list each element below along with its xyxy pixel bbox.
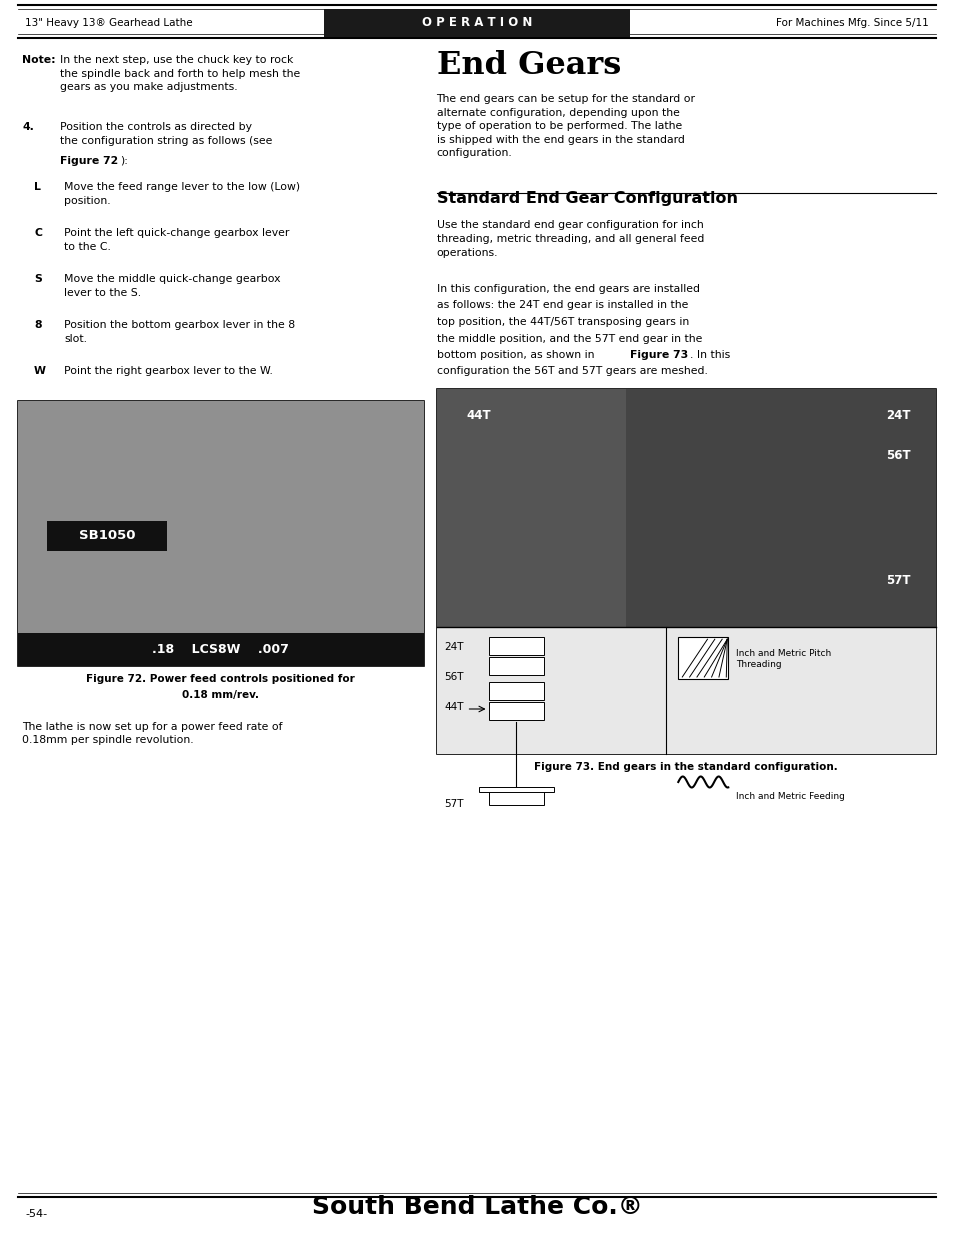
Bar xyxy=(18,632,423,666)
Text: as follows: the 24T end gear is installed in the: as follows: the 24T end gear is installe… xyxy=(436,300,687,310)
Text: Position the bottom gearbox lever in the 8
slot.: Position the bottom gearbox lever in the… xyxy=(64,320,294,343)
Text: 56T: 56T xyxy=(885,450,910,462)
Text: Note:: Note: xyxy=(22,56,55,65)
Text: Use the standard end gear configuration for inch
threading, metric threading, an: Use the standard end gear configuration … xyxy=(436,221,703,258)
Bar xyxy=(488,657,543,676)
Text: 13" Heavy 13® Gearhead Lathe: 13" Heavy 13® Gearhead Lathe xyxy=(25,19,193,28)
Text: top position, the 44T/56T transposing gears in: top position, the 44T/56T transposing ge… xyxy=(436,317,688,327)
Text: L: L xyxy=(34,182,41,191)
Bar xyxy=(436,389,935,755)
Text: End Gears: End Gears xyxy=(436,49,620,82)
Text: 57T: 57T xyxy=(885,574,909,587)
Text: ):: ): xyxy=(120,156,128,165)
Text: 4.: 4. xyxy=(22,122,34,132)
Text: Standard End Gear Configuration: Standard End Gear Configuration xyxy=(436,190,737,205)
Bar xyxy=(665,627,935,755)
Text: 57T: 57T xyxy=(444,799,463,809)
Text: S: S xyxy=(34,274,42,284)
Text: Figure 72. Power feed controls positioned for: Figure 72. Power feed controls positione… xyxy=(87,673,355,683)
Bar xyxy=(47,520,167,551)
Text: South Bend Lathe Co.®: South Bend Lathe Co.® xyxy=(312,1195,641,1219)
Bar xyxy=(488,701,543,720)
Text: Inch and Metric Pitch
Threading: Inch and Metric Pitch Threading xyxy=(736,650,831,669)
Text: Figure 72: Figure 72 xyxy=(60,156,118,165)
Text: 24T: 24T xyxy=(444,642,463,652)
Text: 8: 8 xyxy=(34,320,42,330)
Text: -54-: -54- xyxy=(25,1209,47,1219)
Text: bottom position, as shown in: bottom position, as shown in xyxy=(436,350,597,359)
Text: In this configuration, the end gears are installed: In this configuration, the end gears are… xyxy=(436,284,699,294)
Text: Move the middle quick-change gearbox
lever to the S.: Move the middle quick-change gearbox lev… xyxy=(64,274,280,298)
Text: For Machines Mfg. Since 5/11: For Machines Mfg. Since 5/11 xyxy=(776,19,928,28)
Text: 44T: 44T xyxy=(466,409,491,422)
Text: 0.18 mm/rev.: 0.18 mm/rev. xyxy=(182,690,259,700)
Text: O P E R A T I O N: O P E R A T I O N xyxy=(421,16,532,30)
Bar xyxy=(436,627,665,755)
Bar xyxy=(324,9,629,37)
Text: Figure 73. End gears in the standard configuration.: Figure 73. End gears in the standard con… xyxy=(534,762,838,772)
Bar xyxy=(488,787,543,805)
Bar xyxy=(18,400,423,634)
Text: Position the controls as directed by
the configuration string as follows (see: Position the controls as directed by the… xyxy=(60,122,273,146)
Text: . In this: . In this xyxy=(689,350,729,359)
Text: 44T: 44T xyxy=(444,701,463,713)
Text: Point the right gearbox lever to the W.: Point the right gearbox lever to the W. xyxy=(64,366,273,375)
Text: In the next step, use the chuck key to rock
the spindle back and forth to help m: In the next step, use the chuck key to r… xyxy=(60,56,300,93)
Text: The lathe is now set up for a power feed rate of
0.18mm per spindle revolution.: The lathe is now set up for a power feed… xyxy=(22,721,282,745)
Text: 56T: 56T xyxy=(444,672,463,682)
Text: W: W xyxy=(34,366,46,375)
Bar xyxy=(478,787,553,792)
Text: Point the left quick-change gearbox lever
to the C.: Point the left quick-change gearbox leve… xyxy=(64,228,289,252)
Text: Figure 73: Figure 73 xyxy=(629,350,687,359)
Bar xyxy=(488,637,543,655)
Text: configuration the 56T and 57T gears are meshed.: configuration the 56T and 57T gears are … xyxy=(436,367,707,377)
Bar xyxy=(18,400,423,666)
Bar xyxy=(626,389,935,627)
Text: .18    LCS8W    .007: .18 LCS8W .007 xyxy=(152,642,289,656)
Text: Inch and Metric Feeding: Inch and Metric Feeding xyxy=(736,792,844,802)
Bar xyxy=(678,637,727,679)
Text: the middle position, and the 57T end gear in the: the middle position, and the 57T end gea… xyxy=(436,333,701,343)
Text: C: C xyxy=(34,228,42,238)
Text: Move the feed range lever to the low (Low)
position.: Move the feed range lever to the low (Lo… xyxy=(64,182,300,205)
Bar xyxy=(436,389,935,627)
Text: SB1050: SB1050 xyxy=(79,529,135,542)
Text: The end gears can be setup for the standard or
alternate configuration, dependin: The end gears can be setup for the stand… xyxy=(436,94,695,158)
Bar xyxy=(488,682,543,700)
Text: 24T: 24T xyxy=(885,409,909,422)
